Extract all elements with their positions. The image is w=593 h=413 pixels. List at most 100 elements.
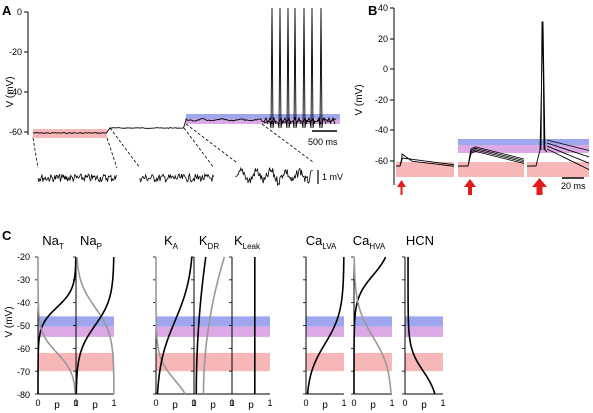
x-tick-label: 1 (111, 398, 116, 408)
pink-band (194, 352, 232, 372)
curve-black (75, 256, 115, 395)
panel-b-label: B (368, 3, 377, 18)
arrow-up-icon (464, 179, 476, 195)
blue-band-top (354, 316, 392, 327)
panel-a-ylabel: V (mV) (5, 76, 16, 107)
panel-c-ytick: -50 (17, 321, 30, 331)
panel-c-ytick: -80 (17, 390, 30, 400)
panel-c-yaxis: -20 -30 -40 -50 -60 -70 -80 (17, 252, 30, 400)
blue-band-top (194, 316, 232, 327)
arrow-up-icon (532, 178, 547, 195)
blue-band-bottom (405, 326, 443, 337)
channel-title: KA (164, 233, 179, 251)
x-axis-label: p (54, 400, 60, 411)
panel-c-ylabel: V (mV) (4, 306, 15, 337)
panel-c-ytick: -20 (17, 252, 30, 262)
x-tick-label: 0 (191, 398, 196, 408)
x-axis-label: p (370, 400, 376, 411)
x-tick-label: 1 (73, 398, 78, 408)
x-axis-label: p (172, 400, 178, 411)
panel-c-ytick: -40 (17, 298, 30, 308)
blue-band-bottom (76, 326, 114, 337)
panel-b-yaxis: 40 20 0 -20 -40 -60 (375, 3, 395, 185)
panel-b-ylabel: V (mV) (354, 84, 365, 115)
panel-b-pink-band-3 (527, 162, 589, 177)
channel-title: KLeak (234, 233, 261, 251)
curve-black (195, 256, 207, 394)
panel-b-ytick: 20 (378, 34, 388, 44)
panel-b-pink-band-2 (458, 162, 524, 177)
panel-b-ytick: 0 (383, 64, 388, 74)
channel-plot-cahva: 0 1 p CaHVA (351, 233, 395, 411)
blue-band-bottom (194, 326, 232, 337)
panel-a-ytick: -20 (9, 47, 22, 57)
panel-a-time-scalebar-label: 500 ms (308, 137, 338, 147)
x-tick-label: 1 (440, 398, 445, 408)
panel-a-ytick: 0 (17, 7, 22, 17)
x-tick-label: 0 (402, 398, 407, 408)
panel-a-zoom-lines (32, 123, 314, 169)
panel-a-blue-band-top (186, 114, 340, 119)
curve-gray (76, 256, 115, 394)
x-axis-label: p (248, 400, 254, 411)
panel-a-yaxis: 0 -20 -40 -60 (9, 7, 29, 137)
blue-band-top (232, 316, 270, 327)
blue-band-bottom (156, 326, 194, 337)
panel-c-ytick: -30 (17, 275, 30, 285)
panel-a-voltage-trace (32, 7, 337, 134)
x-axis-label: p (210, 400, 216, 411)
x-tick-label: 1 (191, 398, 196, 408)
curve-black (156, 256, 193, 395)
blue-band-bottom (306, 326, 344, 337)
panel-a: A V (mV) 0 -20 -40 -60 500 ms (2, 3, 343, 187)
panel-c-label: C (2, 228, 12, 243)
panel-b-time-scalebar-label: 20 ms (561, 181, 586, 191)
panel-c: C V (mV) -20 -30 -40 -50 -60 -70 -80 0 1p… (2, 228, 446, 411)
curve-gray (155, 257, 186, 395)
panel-a-zoom-trace-depolarized (235, 166, 313, 187)
arrow-up-icon (397, 180, 406, 195)
pink-band (354, 352, 392, 372)
panel-c-ytick: -60 (17, 344, 30, 354)
panel-b-ytick: -40 (375, 125, 388, 135)
panel-b-pink-band-1 (396, 162, 454, 177)
panel-a-zoom-trace-rest (37, 173, 117, 183)
blue-band-top (405, 316, 443, 327)
panel-b-blue-band-bottom (458, 145, 589, 153)
pink-band (76, 352, 114, 372)
curve-gray (37, 257, 77, 395)
panel-b-ytick: -60 (375, 156, 388, 166)
channel-title: HCN (406, 233, 434, 248)
x-tick-label: 0 (303, 398, 308, 408)
panel-b: B V (mV) 40 20 0 -20 -40 -60 (354, 3, 590, 195)
channel-title: CaHVA (353, 233, 386, 251)
blue-band-bottom (232, 326, 270, 337)
channel-title: CaLVA (306, 233, 337, 251)
blue-band-top (306, 316, 344, 327)
x-axis-label: p (421, 400, 427, 411)
panel-b-blue-band-top (458, 139, 589, 145)
panel-a-spikes (263, 116, 336, 125)
x-tick-label: 0 (153, 398, 158, 408)
panel-a-ytick: -60 (9, 127, 22, 137)
panel-a-pink-band (33, 129, 107, 138)
channel-title: KDR (199, 233, 219, 251)
pink-band (306, 352, 344, 372)
curve-gray (202, 256, 226, 394)
pink-band (232, 352, 270, 372)
blue-band-top (76, 316, 114, 327)
channel-title: NaT (42, 233, 64, 251)
panel-c-ytick: -70 (17, 367, 30, 377)
blue-band-top (38, 316, 76, 327)
panel-a-voltage-scalebar-label: 1 mV (322, 172, 343, 182)
curve-black (407, 257, 436, 395)
x-tick-label: 0 (229, 398, 234, 408)
panel-b-ytick: -20 (375, 95, 388, 105)
